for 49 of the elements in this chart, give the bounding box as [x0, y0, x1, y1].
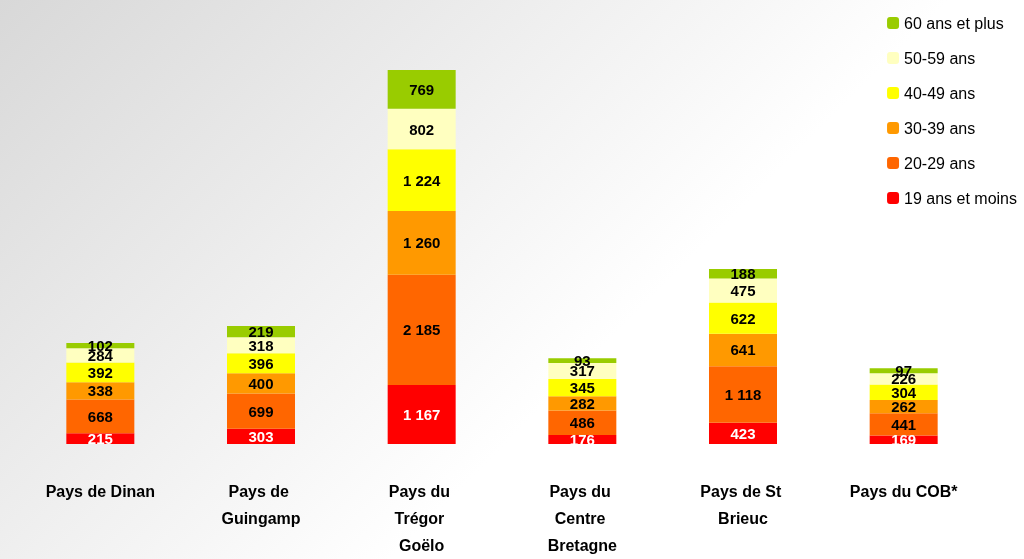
bar	[387, 149, 456, 212]
data-label: 396	[248, 354, 274, 372]
x-tick-label: Pays de Dinan	[45, 483, 156, 500]
data-label: 1 260	[402, 234, 441, 252]
data-label: 282	[569, 394, 595, 412]
data-label: 392	[87, 363, 113, 381]
data-label: 2 185	[402, 321, 441, 339]
bar	[227, 393, 295, 429]
data-label: 486	[569, 414, 595, 432]
data-label: 699	[248, 402, 274, 420]
bar	[709, 366, 777, 423]
x-tick-label: Pays du Trégor Goëlo	[388, 483, 455, 554]
bar	[66, 399, 135, 434]
legend-label: 19 ans et moins	[904, 189, 1017, 207]
bar	[387, 274, 456, 386]
legend-label: 20-29 ans	[904, 154, 976, 172]
data-label: 769	[409, 80, 435, 98]
bar	[387, 108, 456, 150]
data-label: 215	[87, 430, 113, 448]
data-label: 303	[248, 427, 274, 445]
data-label: 262	[891, 398, 917, 416]
bar	[387, 69, 456, 109]
bar	[387, 211, 456, 275]
data-label: 641	[730, 341, 756, 359]
data-label: 345	[569, 379, 595, 397]
bar	[709, 302, 777, 334]
data-label: 1 167	[402, 406, 441, 424]
data-label: 304	[891, 383, 917, 401]
data-label: 668	[87, 407, 113, 425]
x-tick-label: Pays du COB*	[849, 483, 959, 500]
data-label: 622	[730, 309, 756, 327]
x-tick-label: Pays du Centre Bretagne	[547, 483, 618, 554]
data-label: 475	[730, 281, 756, 299]
data-label: 802	[409, 120, 435, 138]
data-label: 400	[248, 374, 274, 392]
bar	[709, 333, 777, 367]
bar	[387, 385, 456, 444]
legend-label: 60 ans et plus	[904, 14, 1004, 32]
x-tick-label: Pays de St Brieuc	[700, 483, 786, 527]
data-label: 188	[730, 265, 756, 283]
data-label: 1 224	[402, 171, 442, 189]
data-label: 1 118	[724, 385, 762, 403]
data-label: 423	[730, 424, 756, 442]
data-label: 338	[87, 382, 113, 400]
legend-label: 50-59 ans	[904, 49, 976, 67]
data-label: 441	[891, 415, 917, 433]
x-tick-label: Pays de Guingamp	[221, 483, 301, 527]
legend-label: 40-49 ans	[904, 84, 976, 102]
legend-label: 30-39 ans	[904, 119, 976, 137]
